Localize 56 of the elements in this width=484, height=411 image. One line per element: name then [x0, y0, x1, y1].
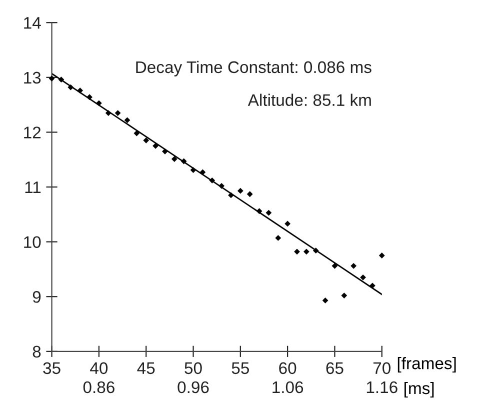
point [86, 94, 92, 100]
point [322, 297, 328, 304]
y-tick-label: 11 [25, 182, 41, 194]
x-tick-label: 70 [373, 362, 390, 374]
x2-axis-title: [ms] [404, 382, 434, 398]
point [284, 220, 291, 227]
point [190, 167, 196, 173]
point [341, 292, 348, 298]
y-tick-label: 10 [24, 236, 41, 248]
point [303, 248, 310, 255]
point [266, 210, 272, 216]
point [256, 208, 262, 214]
x-axis-title: [frames] [398, 356, 456, 373]
point [180, 158, 187, 164]
point [58, 76, 64, 83]
x-tick-label: 55 [232, 362, 249, 374]
x-tick-label: 65 [326, 362, 344, 374]
point [114, 110, 121, 116]
point [105, 110, 112, 116]
point [246, 191, 253, 198]
point [134, 130, 140, 136]
point [218, 182, 224, 189]
x2-tick-label: 0.86 [83, 381, 114, 394]
point [171, 156, 178, 162]
y-tick-label: 14 [24, 17, 41, 29]
point [360, 274, 366, 280]
x-tick-label: 60 [279, 362, 296, 374]
point [378, 252, 385, 258]
x-tick-label: 45 [137, 362, 155, 374]
point [143, 137, 150, 144]
point [68, 84, 74, 90]
y-tick-label: 8 [32, 346, 41, 358]
point [350, 262, 357, 269]
y-tick-label: 13 [24, 72, 41, 84]
point [48, 76, 55, 82]
point [312, 248, 319, 254]
annotation: Decay Time Constant: 0.086 ms [136, 60, 372, 76]
x2-tick-label: 1.16 [366, 381, 398, 394]
x-tick-label: 40 [90, 362, 108, 374]
x2-tick-label: 1.06 [272, 381, 304, 394]
x-tick-label: 35 [43, 362, 60, 374]
point [209, 177, 216, 184]
y-tick-label: 9 [32, 291, 41, 303]
point [77, 88, 84, 94]
point [237, 188, 244, 194]
point [124, 117, 130, 124]
y-tick-label: 12 [24, 126, 41, 138]
point [96, 100, 102, 106]
point [332, 262, 338, 269]
x-tick-label: 50 [184, 362, 202, 374]
point [294, 248, 300, 255]
annotation: Altitude: 85.1 km [248, 94, 371, 106]
point [228, 192, 234, 198]
x2-tick-label: 0.96 [178, 381, 209, 394]
point [275, 235, 282, 241]
point [162, 148, 168, 154]
